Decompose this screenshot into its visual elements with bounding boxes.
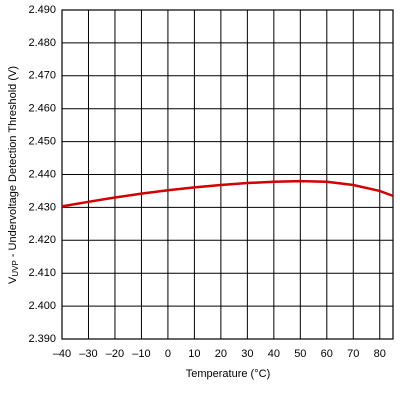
x-tick-label: –40 bbox=[53, 348, 71, 360]
x-tick-label: –10 bbox=[132, 348, 150, 360]
x-tick-label: 40 bbox=[268, 348, 280, 360]
y-tick-label: 2.420 bbox=[28, 234, 56, 246]
y-tick-label: 2.400 bbox=[28, 300, 56, 312]
x-tick-label: 0 bbox=[165, 348, 171, 360]
y-tick-label: 2.450 bbox=[28, 136, 56, 148]
y-axis-label: VUVP - Undervoltage Detection Threshold … bbox=[7, 66, 20, 284]
y-label-rest: - Undervoltage Detection Threshold (V) bbox=[7, 66, 19, 260]
data-line bbox=[61, 179, 394, 208]
x-tick-label: 70 bbox=[347, 348, 359, 360]
x-axis-label: Temperature (°C) bbox=[186, 368, 270, 380]
y-tick-label: 2.460 bbox=[28, 103, 56, 115]
y-tick-label: 2.390 bbox=[28, 333, 56, 345]
y-tick-label: 2.410 bbox=[28, 267, 56, 279]
y-tick-label: 2.470 bbox=[28, 70, 56, 82]
y-label-main: V bbox=[7, 276, 19, 284]
x-tick-label: –30 bbox=[79, 348, 97, 360]
y-tick-label: 2.440 bbox=[28, 168, 56, 180]
y-tick-label: 2.480 bbox=[28, 37, 56, 49]
x-tick-label: 60 bbox=[321, 348, 333, 360]
x-tick-label: 50 bbox=[294, 348, 306, 360]
y-tick-label: 2.490 bbox=[28, 4, 56, 16]
y-tick-label: 2.430 bbox=[28, 201, 56, 213]
plot-border bbox=[61, 9, 394, 340]
x-tick-label: –20 bbox=[106, 348, 124, 360]
y-label-sub: UVP bbox=[11, 260, 20, 276]
x-tick-label: 20 bbox=[215, 348, 227, 360]
x-tick-label: 10 bbox=[188, 348, 200, 360]
x-tick-label: 80 bbox=[374, 348, 386, 360]
x-tick-label: 30 bbox=[241, 348, 253, 360]
